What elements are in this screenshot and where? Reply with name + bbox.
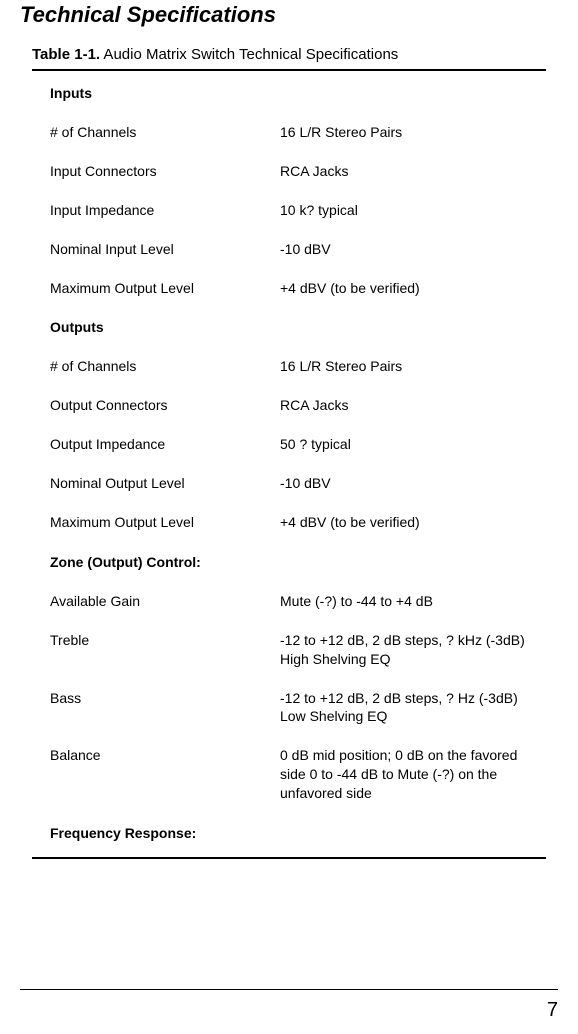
table-row: Balance 0 dB mid position; 0 dB on the f… xyxy=(32,736,546,813)
spec-label: Input Connectors xyxy=(50,162,280,181)
spec-label: Treble xyxy=(50,631,280,669)
spec-value: 16 L/R Stereo Pairs xyxy=(280,357,546,376)
table-row: Nominal Output Level -10 dBV xyxy=(32,464,546,503)
table-row: Nominal Input Level -10 dBV xyxy=(32,230,546,269)
spec-value: -10 dBV xyxy=(280,240,546,259)
spec-value: +4 dBV (to be verified) xyxy=(280,279,546,298)
spec-label: Output Connectors xyxy=(50,396,280,415)
spec-label: Nominal Output Level xyxy=(50,474,280,493)
table-row: Output Connectors RCA Jacks xyxy=(32,386,546,425)
spec-label: Input Impedance xyxy=(50,201,280,220)
section-header: Outputs xyxy=(32,307,546,347)
spec-value: RCA Jacks xyxy=(280,396,546,415)
spec-table: Inputs # of Channels 16 L/R Stereo Pairs… xyxy=(32,69,546,859)
table-row: Input Connectors RCA Jacks xyxy=(32,152,546,191)
spec-value: 10 k? typical xyxy=(280,201,546,220)
spec-value: +4 dBV (to be verified) xyxy=(280,513,546,532)
spec-label: # of Channels xyxy=(50,357,280,376)
spec-label: Available Gain xyxy=(50,592,280,611)
page-title: Technical Specifications xyxy=(20,0,558,28)
table-row: Available Gain Mute (-?) to -44 to +4 dB xyxy=(32,582,546,621)
spec-label: Balance xyxy=(50,746,280,803)
table-caption: Table 1-1. Audio Matrix Switch Technical… xyxy=(32,46,558,63)
spec-value: Mute (-?) to -44 to +4 dB xyxy=(280,592,546,611)
table-caption-number: Table 1-1. xyxy=(32,46,100,63)
table-row: Output Impedance 50 ? typical xyxy=(32,425,546,464)
table-row: Maximum Output Level +4 dBV (to be verif… xyxy=(32,269,546,308)
spec-value: 0 dB mid position; 0 dB on the favored s… xyxy=(280,746,546,803)
spec-label: # of Channels xyxy=(50,123,280,142)
document-page: Technical Specifications Table 1-1. Audi… xyxy=(0,0,578,1034)
footer-rule xyxy=(20,989,558,990)
table-caption-text: Audio Matrix Switch Technical Specificat… xyxy=(100,46,398,63)
spec-label: Bass xyxy=(50,689,280,727)
section-header: Frequency Response: xyxy=(32,813,546,853)
spec-label: Maximum Output Level xyxy=(50,513,280,532)
section-header: Inputs xyxy=(32,75,546,113)
table-row: # of Channels 16 L/R Stereo Pairs xyxy=(32,347,546,386)
section-header: Zone (Output) Control: xyxy=(32,542,546,582)
table-row: Maximum Output Level +4 dBV (to be verif… xyxy=(32,503,546,542)
spec-value: -12 to +12 dB, 2 dB steps, ? kHz (-3dB) … xyxy=(280,631,546,669)
spec-label: Maximum Output Level xyxy=(50,279,280,298)
spec-value: -10 dBV xyxy=(280,474,546,493)
table-row: Input Impedance 10 k? typical xyxy=(32,191,546,230)
spec-value: 50 ? typical xyxy=(280,435,546,454)
table-row: # of Channels 16 L/R Stereo Pairs xyxy=(32,113,546,152)
table-row: Bass -12 to +12 dB, 2 dB steps, ? Hz (-3… xyxy=(32,679,546,737)
table-row: Treble -12 to +12 dB, 2 dB steps, ? kHz … xyxy=(32,621,546,679)
spec-value: 16 L/R Stereo Pairs xyxy=(280,123,546,142)
spec-value: RCA Jacks xyxy=(280,162,546,181)
spec-value: -12 to +12 dB, 2 dB steps, ? Hz (-3dB) L… xyxy=(280,689,546,727)
spec-label: Nominal Input Level xyxy=(50,240,280,259)
page-number: 7 xyxy=(547,999,558,1022)
spec-label: Output Impedance xyxy=(50,435,280,454)
